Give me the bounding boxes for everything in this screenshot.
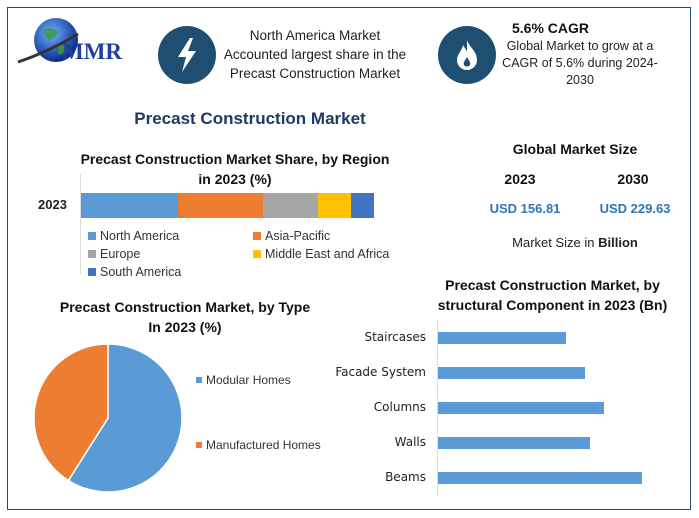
logo-text: MMR xyxy=(62,39,122,64)
type-pie-chart xyxy=(33,343,183,493)
legend-item: Manufactured Homes xyxy=(196,438,321,452)
pie-slice-manufactured-homes xyxy=(33,343,109,482)
category-label: Staircases xyxy=(364,330,426,344)
bar-segment-europe xyxy=(262,193,319,218)
bar-beams xyxy=(438,472,642,484)
legend-item: North America xyxy=(88,229,179,243)
legend-item: Middle East and Africa xyxy=(253,247,389,261)
cagr-title: 5.6% CAGR xyxy=(512,20,590,36)
legend-label: South America xyxy=(100,265,182,279)
legend-label: Manufactured Homes xyxy=(206,438,321,452)
bar-walls xyxy=(438,437,590,449)
title-line: In 2023 (%) xyxy=(148,319,222,335)
title-line: Precast Construction Market, by Type xyxy=(59,299,311,315)
bar-staircases xyxy=(438,332,566,344)
lightning-bolt-icon xyxy=(158,26,216,84)
legend-item: Europe xyxy=(88,247,140,261)
legend-swatch xyxy=(196,442,202,448)
component-axis xyxy=(437,320,438,496)
value-2023: USD 156.81 xyxy=(489,201,561,216)
legend-label: Europe xyxy=(100,247,141,261)
legend-swatch xyxy=(196,377,202,383)
region-chart-title: Precast Construction Market Share, by Re… xyxy=(60,149,410,189)
legend-label: Asia-Pacific xyxy=(265,229,331,243)
title-line: Precast Construction Market, by xyxy=(445,277,660,293)
flame-icon xyxy=(438,26,496,84)
frame-border xyxy=(7,7,691,510)
legend-item: Asia-Pacific xyxy=(253,229,330,243)
region-axis xyxy=(80,174,81,274)
year-2023: 2023 xyxy=(504,171,536,187)
legend-swatch xyxy=(253,232,261,240)
bar-facade-system xyxy=(438,367,585,379)
legend-swatch xyxy=(88,250,96,258)
category-label: Columns xyxy=(373,400,426,414)
mmr-logo: MMR xyxy=(14,12,144,74)
component-chart-title: Precast Construction Market, by structur… xyxy=(420,275,685,315)
note-prefix: Market Size in xyxy=(512,235,599,250)
year-2030: 2030 xyxy=(617,171,649,187)
cagr-description: Global Market to grow at a CAGR of 5.6% … xyxy=(500,38,660,89)
cagr-line: 2030 xyxy=(566,73,594,87)
market-size-note: Market Size in Billion xyxy=(490,235,660,250)
category-label: Facade System xyxy=(335,365,426,379)
legend-swatch xyxy=(88,232,96,240)
legend-label: Middle East and Africa xyxy=(265,247,390,261)
value-2030: USD 229.63 xyxy=(599,201,671,216)
cagr-line: Global Market to grow at a xyxy=(506,39,654,53)
note-unit: Billion xyxy=(598,235,638,250)
bar-segment-north-america xyxy=(81,193,178,218)
highlight-line: Precast Construction Market xyxy=(229,66,401,81)
legend-swatch xyxy=(253,250,261,258)
category-label: Beams xyxy=(385,470,426,484)
market-size-title: Global Market Size xyxy=(512,141,638,157)
bar-segment-south-america xyxy=(350,193,374,218)
legend-label: North America xyxy=(100,229,180,243)
highlight-north-america: North America Market Accounted largest s… xyxy=(215,26,415,83)
title-line: in 2023 (%) xyxy=(198,171,272,187)
title-line: structural Component in 2023 (Bn) xyxy=(437,297,668,313)
bar-segment-middle-east-and-africa xyxy=(318,193,351,218)
legend-swatch xyxy=(88,268,96,276)
region-category-label: 2023 xyxy=(38,197,67,212)
bar-segment-asia-pacific xyxy=(177,193,263,218)
pie-slice-modular-homes xyxy=(67,343,183,493)
category-label: Walls xyxy=(394,435,426,449)
legend-item: South America xyxy=(88,265,181,279)
legend-label: Modular Homes xyxy=(206,373,291,387)
type-chart-title: Precast Construction Market, by Type In … xyxy=(40,297,330,337)
title-line: Precast Construction Market Share, by Re… xyxy=(80,151,390,167)
region-stacked-bar xyxy=(81,193,374,218)
highlight-line: North America Market xyxy=(249,28,381,43)
main-title: Precast Construction Market xyxy=(134,109,366,128)
cagr-line: CAGR of 5.6% during 2024- xyxy=(502,56,658,70)
highlight-line: Accounted largest share in the xyxy=(223,47,407,62)
bar-columns xyxy=(438,402,604,414)
legend-item: Modular Homes xyxy=(196,373,291,387)
